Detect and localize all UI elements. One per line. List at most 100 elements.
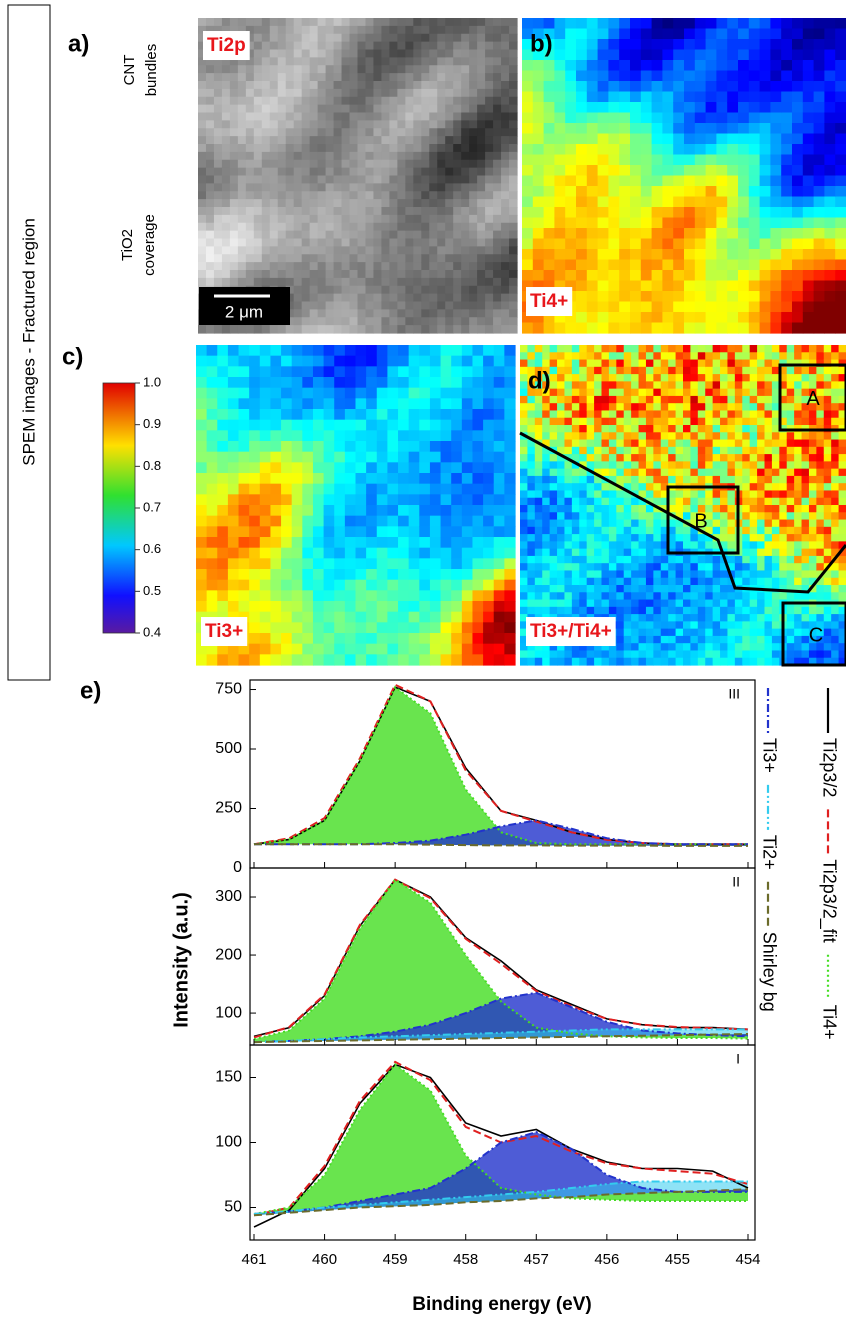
pixel [493, 302, 502, 310]
pixel [683, 570, 691, 578]
pixel [616, 621, 624, 629]
pixel [286, 97, 295, 105]
pixel [198, 65, 207, 73]
pixel [222, 160, 231, 168]
pixel [652, 197, 663, 208]
pixel [554, 218, 565, 229]
pixel [720, 650, 728, 658]
pixel [576, 207, 587, 218]
pixel [735, 469, 743, 477]
pixel [365, 286, 374, 294]
pixel [803, 239, 814, 250]
pixel [668, 658, 676, 666]
pixel [302, 345, 313, 356]
pixel [462, 516, 473, 527]
pixel [765, 360, 773, 368]
pixel [742, 476, 750, 484]
pixel [757, 578, 765, 586]
pixel [430, 622, 441, 633]
pixel [792, 92, 803, 103]
pixel [430, 420, 441, 431]
pixel [477, 42, 486, 50]
pixel [608, 39, 619, 50]
pixel [469, 215, 478, 223]
pixel [398, 345, 409, 356]
pixel [695, 144, 706, 155]
pixel [631, 352, 639, 360]
pixel [294, 183, 303, 191]
pixel [760, 312, 771, 323]
pixel [630, 18, 641, 29]
pixel [630, 144, 641, 155]
pixel [760, 165, 771, 176]
pixel [520, 345, 528, 353]
pixel [727, 403, 735, 411]
pixel [572, 520, 580, 528]
pixel [461, 246, 470, 254]
pixel [760, 29, 771, 40]
pixel [527, 345, 535, 353]
pixel [222, 254, 231, 262]
pixel [260, 569, 271, 580]
pixel [695, 197, 706, 208]
pixel [631, 629, 639, 637]
pixel [765, 556, 773, 564]
pixel [760, 144, 771, 155]
pixel [230, 207, 239, 215]
pixel [206, 191, 215, 199]
pixel [631, 563, 639, 571]
pixel [705, 425, 713, 433]
pixel [616, 629, 624, 637]
pixel [409, 356, 420, 367]
pixel [313, 398, 324, 409]
pixel [292, 558, 303, 569]
pixel [397, 231, 406, 239]
pixel [310, 278, 319, 286]
pixel [365, 278, 374, 286]
pixel [608, 239, 619, 250]
pixel [437, 239, 446, 247]
pixel [835, 144, 846, 155]
pixel [757, 396, 765, 404]
pixel [630, 186, 641, 197]
pixel [262, 215, 271, 223]
pixel [334, 420, 345, 431]
pixel [550, 592, 558, 600]
pixel [429, 302, 438, 310]
pixel [535, 556, 543, 564]
pixel [803, 302, 814, 313]
pixel [493, 262, 502, 270]
pixel [683, 607, 691, 615]
pixel [757, 563, 765, 571]
pixel [472, 516, 483, 527]
pixel [310, 81, 319, 89]
pixel [695, 207, 706, 218]
pixel [698, 418, 706, 426]
pixel [472, 505, 483, 516]
pixel [501, 262, 510, 270]
pixel [249, 505, 260, 516]
pixel [461, 215, 470, 223]
pixel [609, 585, 617, 593]
pixel [462, 644, 473, 655]
pixel [196, 356, 207, 367]
pixel [616, 636, 624, 644]
pixel [557, 389, 565, 397]
pixel [535, 476, 543, 484]
pixel [270, 590, 281, 601]
pixel [356, 526, 367, 537]
pixel [494, 633, 505, 644]
pixel [453, 215, 462, 223]
pixel [509, 128, 518, 136]
pixel [587, 541, 595, 549]
pixel [653, 563, 661, 571]
pixel [230, 152, 239, 160]
pixel [765, 440, 773, 448]
pixel [345, 537, 356, 548]
pixel [594, 440, 602, 448]
pixel [673, 71, 684, 82]
pixel [278, 207, 287, 215]
pixel [262, 128, 271, 136]
pixel [373, 136, 382, 144]
pixel [824, 228, 835, 239]
